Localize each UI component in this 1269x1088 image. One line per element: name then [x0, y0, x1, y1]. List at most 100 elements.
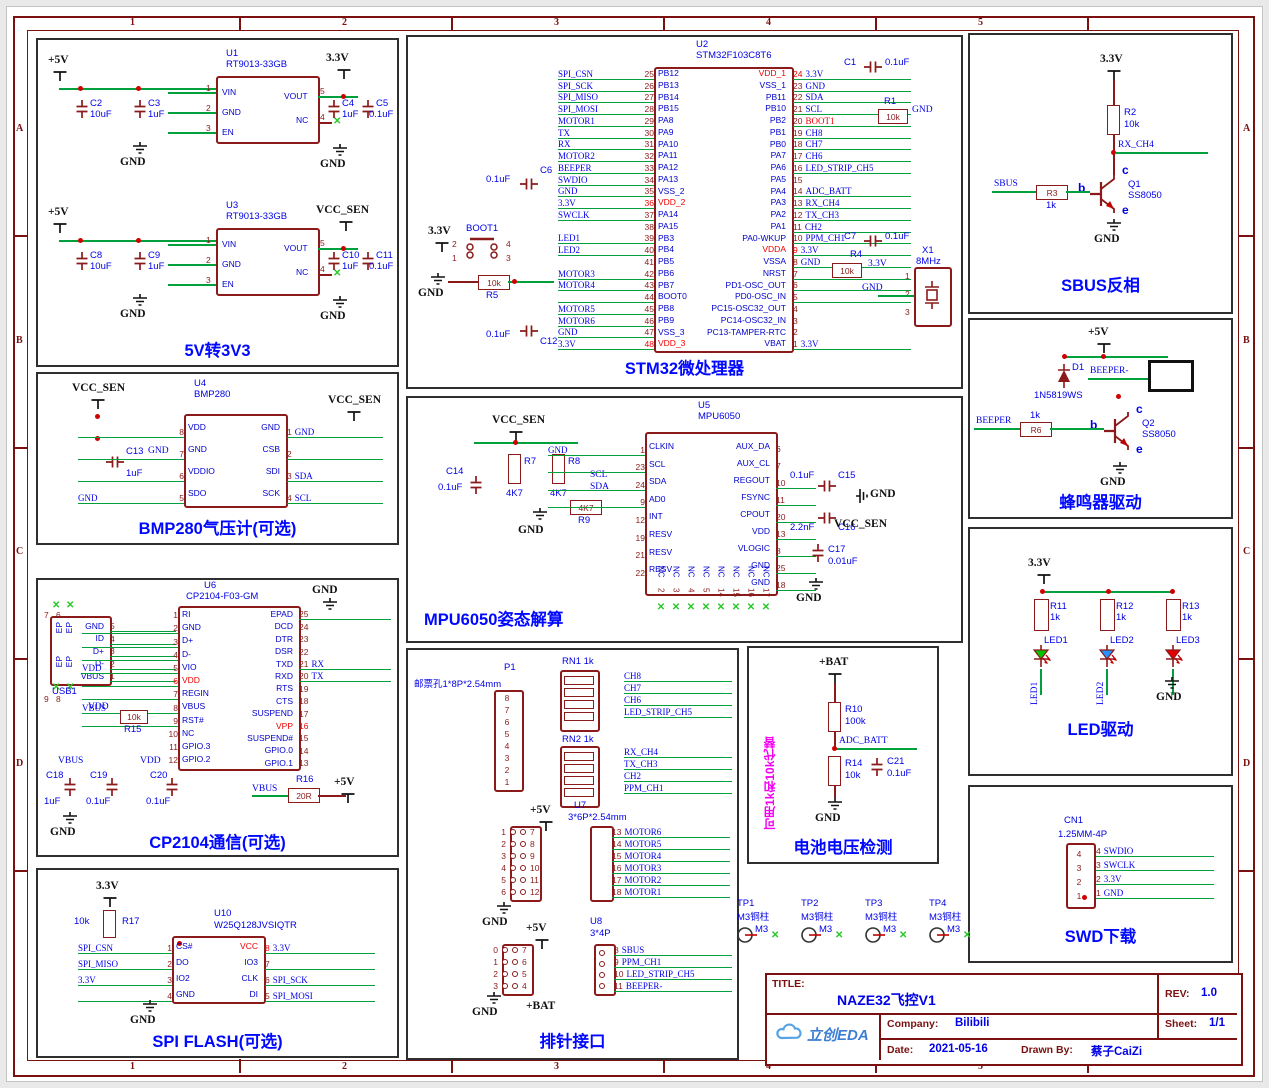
- test-point[interactable]: TP1 M3铜柱 M3: [737, 898, 787, 954]
- capacitor-icon[interactable]: [812, 544, 824, 562]
- diode-icon[interactable]: [1056, 364, 1072, 388]
- net-label[interactable]: ADC_BATT: [839, 736, 888, 746]
- net-row[interactable]: CH6: [624, 694, 732, 706]
- ref-des[interactable]: D1: [1072, 362, 1085, 373]
- pin-row[interactable]: 19: [299, 682, 391, 694]
- value-label[interactable]: 1k: [1050, 612, 1061, 623]
- pin-row[interactable]: 17: [299, 707, 391, 719]
- net-row[interactable]: CH7: [624, 682, 732, 694]
- net-label[interactable]: 3.3V: [800, 245, 819, 255]
- ref-des[interactable]: R5: [486, 290, 499, 301]
- value-label[interactable]: 1uF: [148, 109, 165, 120]
- value-label[interactable]: 1k: [1116, 612, 1127, 623]
- net-label[interactable]: 3.3V: [558, 339, 576, 349]
- net-label[interactable]: SWCLK: [558, 209, 590, 220]
- value-label[interactable]: 0.1uF: [885, 57, 910, 68]
- net-label[interactable]: RX_CH4: [1118, 140, 1154, 150]
- net-label[interactable]: CH6: [624, 695, 642, 705]
- led-icon[interactable]: [1096, 644, 1118, 672]
- value-label[interactable]: 4K7: [506, 488, 523, 499]
- pin-row[interactable]: MOTOR2 32: [558, 150, 654, 162]
- net-label[interactable]: SWDIO: [1103, 846, 1134, 856]
- power-net-label[interactable]: 3.3V: [96, 880, 119, 892]
- pin-row[interactable]: 10 LED_STRIP_CH5: [614, 968, 732, 980]
- pin-row[interactable]: 18: [776, 574, 816, 591]
- resistor[interactable]: 10k: [478, 275, 510, 290]
- header-row[interactable]: 5 11: [492, 874, 544, 886]
- header-row[interactable]: 4 10: [492, 862, 544, 874]
- pin-row[interactable]: 21 RX: [299, 658, 391, 670]
- net-label[interactable]: GND: [148, 446, 169, 456]
- ref-des[interactable]: U1: [226, 48, 239, 59]
- pin-row[interactable]: 10: [776, 472, 816, 489]
- net-label[interactable]: MOTOR5: [624, 839, 662, 849]
- ref-des[interactable]: U6: [204, 580, 217, 591]
- pin-row[interactable]: 5: [110, 620, 176, 633]
- ref-des[interactable]: C10: [342, 250, 360, 261]
- ref-des[interactable]: C1: [844, 57, 857, 68]
- pin-row[interactable]: 22: [548, 561, 645, 579]
- pin-row[interactable]: 6: [78, 460, 184, 482]
- net-label[interactable]: VBUS: [82, 702, 107, 713]
- pin-row[interactable]: 23: [299, 633, 391, 645]
- net-label[interactable]: MOTOR6: [558, 315, 595, 326]
- ic-body[interactable]: [216, 76, 320, 144]
- ic-body[interactable]: [178, 606, 301, 771]
- net-row[interactable]: PPM_CH1: [624, 782, 732, 794]
- ref-des[interactable]: C6: [540, 165, 553, 176]
- value-label[interactable]: 1uF: [342, 261, 359, 272]
- gnd-label[interactable]: GND: [1156, 691, 1182, 703]
- ref-des[interactable]: R4: [850, 249, 863, 260]
- net-label[interactable]: GND: [862, 283, 883, 293]
- value-label[interactable]: 2.2nF: [790, 522, 815, 533]
- value-label[interactable]: 1k: [1030, 410, 1041, 421]
- pin-row[interactable]: MOTOR6 46: [558, 315, 654, 327]
- pin-row[interactable]: 12: [548, 508, 645, 526]
- led-icon[interactable]: [1030, 644, 1052, 672]
- header-row[interactable]: 6 12: [492, 886, 544, 898]
- pin-row[interactable]: 20 BOOT1: [793, 115, 911, 127]
- ref-des[interactable]: C5: [376, 98, 389, 109]
- value-label[interactable]: 1uF: [126, 468, 143, 479]
- net-label[interactable]: BEEPER-: [625, 981, 663, 991]
- gnd-label[interactable]: GND: [320, 158, 346, 170]
- pin-row[interactable]: 13 MOTOR6: [612, 826, 730, 838]
- net-label[interactable]: 3.3V: [272, 943, 291, 953]
- pin-row[interactable]: 8 3.3V: [265, 938, 375, 954]
- pin-row[interactable]: 19 CH8: [793, 127, 911, 139]
- capacitor-icon[interactable]: [134, 252, 146, 270]
- pin-row[interactable]: 38: [558, 221, 654, 233]
- pin-row[interactable]: 11: [82, 740, 178, 753]
- pin-row[interactable]: SPI_CSN 1: [78, 938, 172, 954]
- power-net-label[interactable]: +5V: [526, 922, 547, 934]
- capacitor-icon[interactable]: [166, 778, 178, 796]
- gnd-label[interactable]: GND: [120, 156, 146, 168]
- net-label[interactable]: 3.3V: [868, 259, 887, 269]
- power-net-label[interactable]: 3.3V: [1028, 557, 1051, 569]
- net-label[interactable]: 3.3V: [558, 198, 576, 208]
- power-net-label[interactable]: +5V: [334, 776, 355, 788]
- value-label[interactable]: 0.1uF: [887, 768, 912, 779]
- ref-des[interactable]: C8: [90, 250, 103, 261]
- pin-row[interactable]: RX 31: [558, 139, 654, 151]
- ref-des[interactable]: U2: [696, 39, 709, 50]
- ref-des[interactable]: TP3: [865, 898, 883, 909]
- value-label[interactable]: 1uF: [148, 261, 165, 272]
- net-label[interactable]: PPM_CH1: [621, 957, 662, 967]
- capacitor-icon[interactable]: [520, 178, 538, 190]
- pin-row[interactable]: 11 CH2: [793, 221, 911, 233]
- capacitor-icon[interactable]: [520, 325, 538, 337]
- net-label[interactable]: VDD: [140, 756, 161, 766]
- npn-transistor-icon[interactable]: [1090, 175, 1124, 213]
- pin-row[interactable]: 10: [82, 727, 178, 740]
- power-net-label[interactable]: +BAT: [526, 1000, 556, 1012]
- pin-row[interactable]: 13: [299, 757, 391, 769]
- pin-row[interactable]: 2: [793, 327, 911, 339]
- pin-row[interactable]: 3 SWCLK: [1096, 857, 1214, 871]
- ref-des[interactable]: R16: [296, 774, 314, 785]
- ref-des[interactable]: TP2: [801, 898, 819, 909]
- net-label[interactable]: MOTOR1: [558, 115, 595, 126]
- ref-des[interactable]: TP4: [929, 898, 947, 909]
- net-label[interactable]: SBUS: [621, 945, 645, 955]
